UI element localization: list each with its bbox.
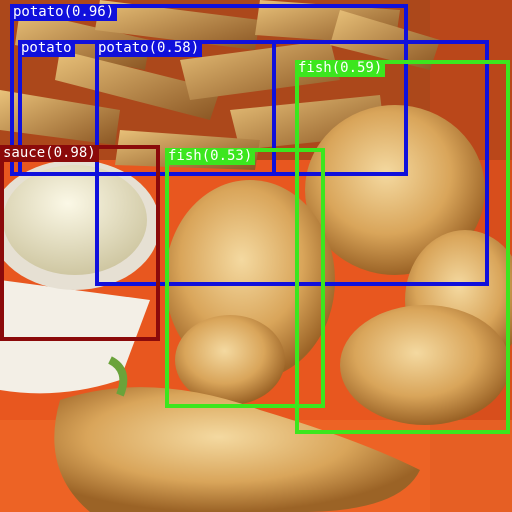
detection-label: fish(0.53) bbox=[165, 148, 256, 165]
detection-label: fish(0.59) bbox=[295, 60, 386, 77]
detection-label: potato(0.96) bbox=[10, 4, 118, 21]
detection-label: sauce(0.98) bbox=[0, 145, 99, 162]
sauce-ramekin bbox=[0, 160, 160, 397]
detection-label: potato bbox=[18, 40, 75, 57]
detection-box-fish: fish(0.59) bbox=[295, 60, 510, 434]
fish-pieces bbox=[54, 105, 512, 512]
detection-box-potato: potato(0.58) bbox=[95, 40, 489, 286]
detection-box-sauce: sauce(0.98) bbox=[0, 145, 160, 341]
detection-label: potato(0.58) bbox=[95, 40, 203, 57]
detection-box-fish: fish(0.53) bbox=[165, 148, 325, 408]
